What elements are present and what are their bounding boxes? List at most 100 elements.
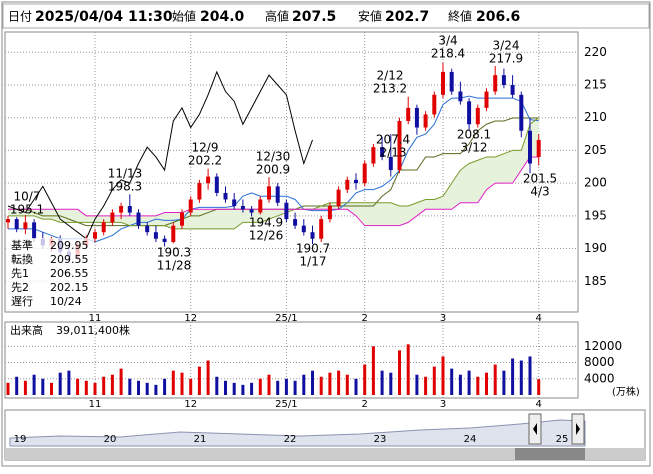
x-tick-label: 2	[362, 313, 368, 324]
header-value: 204.0	[200, 9, 245, 25]
volume-bar	[232, 382, 236, 395]
volume-bar	[485, 372, 488, 395]
volume-bar	[267, 374, 271, 395]
annotation-price: 190.3	[157, 246, 191, 260]
volume-bar	[458, 374, 462, 395]
candle-body	[93, 232, 97, 239]
x-tick-label: 11	[89, 399, 102, 410]
x-tick-label: 12	[184, 399, 197, 410]
header-label: 日付	[8, 10, 32, 24]
scroll-thumb[interactable]	[515, 448, 585, 460]
volume-bar	[50, 382, 53, 395]
candle-body	[223, 192, 228, 200]
volume-bar	[119, 368, 123, 395]
candle-body	[510, 84, 515, 95]
candle-body	[153, 232, 158, 239]
header-value: 2025/04/04 11:30	[35, 9, 173, 25]
volume-bar	[311, 370, 314, 395]
volume-bar	[67, 370, 71, 395]
volume-bar	[58, 372, 62, 395]
volume-bar	[145, 382, 149, 395]
annotation-date: 12/26	[249, 229, 284, 243]
annotation-price: 200.9	[256, 163, 290, 177]
candle-body	[197, 183, 202, 200]
volume-bar	[389, 372, 393, 395]
y-tick-label: 210	[584, 110, 607, 124]
y-tick-label: 4000	[584, 371, 615, 385]
legend-label: 先2	[11, 281, 29, 294]
volume-bar	[319, 376, 323, 395]
candle-body	[232, 199, 237, 207]
y-tick-label: 12000	[584, 339, 622, 353]
candle-body	[32, 222, 37, 239]
handle-arrow	[576, 423, 580, 435]
volume-bar	[398, 350, 401, 395]
cloud	[8, 117, 539, 229]
candle-body	[267, 186, 271, 200]
volume-bar	[337, 370, 341, 395]
volume-bar	[371, 346, 375, 395]
annotation-price: 201.5	[523, 172, 557, 186]
x-tick-label: 11	[89, 313, 102, 324]
navigator-label: 20	[104, 434, 117, 445]
indicator-line	[8, 156, 539, 227]
y-tick-label: 205	[584, 143, 607, 157]
y-tick-label: 185	[584, 274, 607, 288]
volume-bar	[476, 376, 480, 395]
annotation-date: 12/9	[192, 141, 219, 155]
navigator-label: 23	[374, 434, 387, 445]
volume-bar	[537, 379, 541, 395]
header-label: 高値	[265, 9, 289, 24]
scroll-track	[5, 448, 645, 460]
annotation-date: 3/4	[438, 34, 457, 48]
volume-bar	[76, 378, 80, 395]
volume-bar	[137, 380, 140, 395]
volume-bar	[493, 364, 497, 395]
navigator-label: 21	[194, 434, 207, 445]
candle-body	[171, 225, 176, 242]
volume-bar	[450, 368, 454, 395]
volume-bar	[284, 378, 288, 395]
candle-body	[6, 219, 10, 223]
x-tick-label: 3	[440, 399, 446, 410]
volume-bar	[380, 370, 384, 395]
annotation-date: 1/17	[300, 255, 327, 269]
price-panel	[4, 31, 579, 313]
navigator-label: 24	[464, 434, 477, 445]
volume-bar	[406, 344, 410, 395]
volume-bar	[467, 370, 471, 395]
candle-body	[458, 91, 463, 102]
candle-body	[536, 139, 541, 157]
header-value: 202.7	[385, 9, 429, 25]
volume-bar	[128, 378, 132, 395]
annotation-date: 11/13	[108, 167, 143, 181]
y-tick-label: 195	[584, 208, 607, 222]
candle-body	[484, 91, 489, 108]
candle-body	[301, 225, 306, 233]
annotation-price: 195.1	[10, 203, 44, 217]
annotation-date: 12/30	[256, 150, 291, 164]
volume-bar	[41, 378, 45, 395]
y-tick-label: 8000	[584, 355, 615, 369]
volume-bar	[345, 374, 349, 395]
volume-bar	[276, 380, 280, 395]
annotation-date: 10/7	[14, 190, 41, 204]
volume-bar	[6, 382, 10, 395]
annotation-price: 217.9	[489, 52, 523, 66]
candle-body	[119, 206, 124, 213]
legend-label: 遅行	[11, 295, 33, 308]
volume-bar	[511, 358, 515, 395]
volume-bar	[432, 366, 436, 395]
navigator-label: 25	[556, 434, 569, 445]
candle-body	[275, 186, 280, 203]
candle-body	[345, 179, 350, 190]
annotation-price: 208.1	[457, 128, 491, 142]
x-tick-label: 12	[184, 313, 197, 324]
header-value: 206.6	[476, 9, 520, 25]
volume-bar	[519, 360, 523, 395]
volume-bar	[502, 370, 506, 395]
candle-body	[519, 94, 524, 131]
volume-bar	[293, 380, 297, 395]
legend-label: 先1	[11, 267, 29, 280]
volume-unit: (万株)	[612, 385, 640, 398]
